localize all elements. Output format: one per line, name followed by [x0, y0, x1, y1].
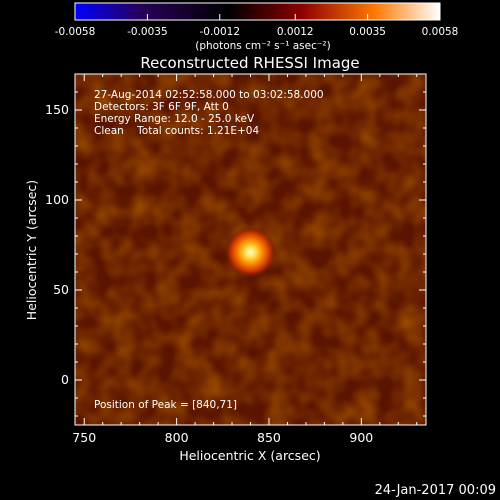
footer-date: 24-Jan-2017 00:09 — [375, 483, 496, 498]
annotation-peak: Position of Peak = [840,71] — [94, 399, 237, 411]
colorbar-tick-label: -0.0058 — [55, 26, 96, 38]
axis-ticks: 750 800 850 900 0 50 100 150 — [45, 73, 426, 445]
colorbar-unit-label: (photons cm⁻² s⁻¹ asec⁻²) — [195, 40, 330, 52]
annotation-method: Clean Total counts: 1.21E+04 — [94, 125, 259, 137]
x-tick-label: 800 — [165, 430, 189, 445]
y-axis-label: Heliocentric Y (arcsec) — [24, 180, 39, 320]
annotation-energy: Energy Range: 12.0 - 25.0 keV — [94, 113, 255, 125]
peak-source — [224, 226, 277, 279]
y-tick-label: 50 — [53, 282, 69, 297]
colorbar — [74, 2, 441, 21]
heatmap-image — [75, 74, 426, 425]
chart-title: Reconstructed RHESSI Image — [140, 54, 359, 72]
colorbar-ticks: -0.0058 -0.0035 -0.0012 0.0012 0.0035 0.0058 — [55, 14, 459, 38]
x-tick-label: 750 — [72, 430, 96, 445]
x-axis-label: Heliocentric X (arcsec) — [179, 448, 320, 463]
colorbar-tick-label: 0.0058 — [422, 26, 459, 38]
colorbar-tick-label: 0.0012 — [277, 26, 314, 38]
colorbar-tick-label: 0.0035 — [349, 26, 386, 38]
x-tick-label: 850 — [257, 430, 281, 445]
colorbar-tick-label: -0.0035 — [127, 26, 168, 38]
y-tick-label: 100 — [45, 192, 69, 207]
annotation-detectors: Detectors: 3F 6F 9F, Att 0 — [94, 101, 229, 113]
colorbar-tick-label: -0.0012 — [199, 26, 240, 38]
y-tick-label: 0 — [61, 372, 69, 387]
annotation-time: 27-Aug-2014 02:52:58.000 to 03:02:58.000 — [94, 89, 324, 101]
x-tick-label: 900 — [349, 430, 373, 445]
y-tick-label: 150 — [45, 102, 69, 117]
